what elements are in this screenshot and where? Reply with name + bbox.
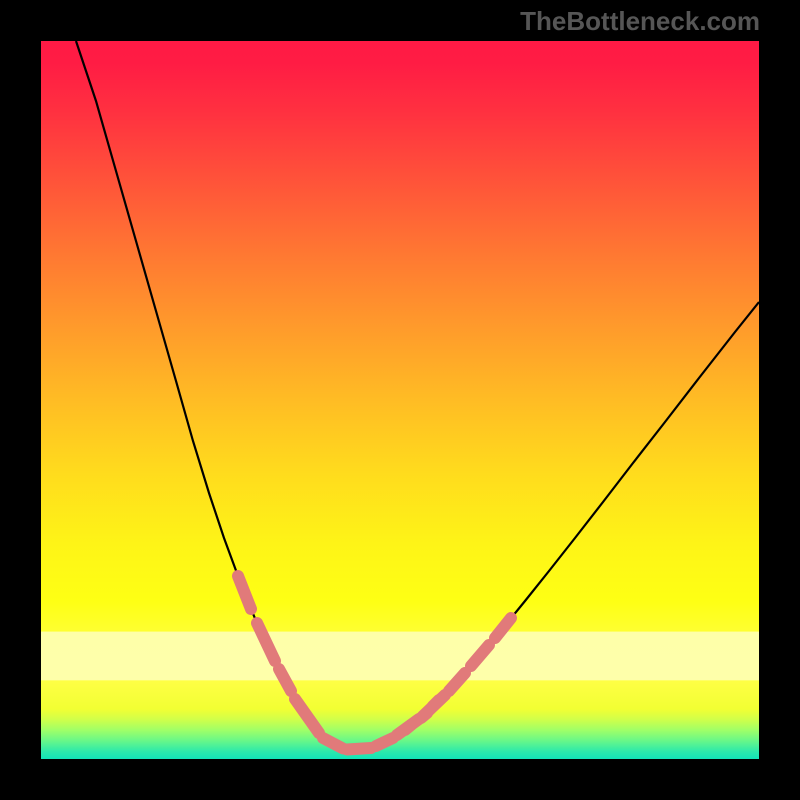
watermark-text: TheBottleneck.com — [520, 6, 760, 37]
curve-overlay-segments — [238, 576, 511, 750]
chart-plot-area — [41, 41, 759, 759]
frame-left — [0, 0, 41, 800]
frame-right — [759, 0, 800, 800]
bottleneck-curve — [41, 41, 759, 759]
frame-bottom — [0, 759, 800, 800]
